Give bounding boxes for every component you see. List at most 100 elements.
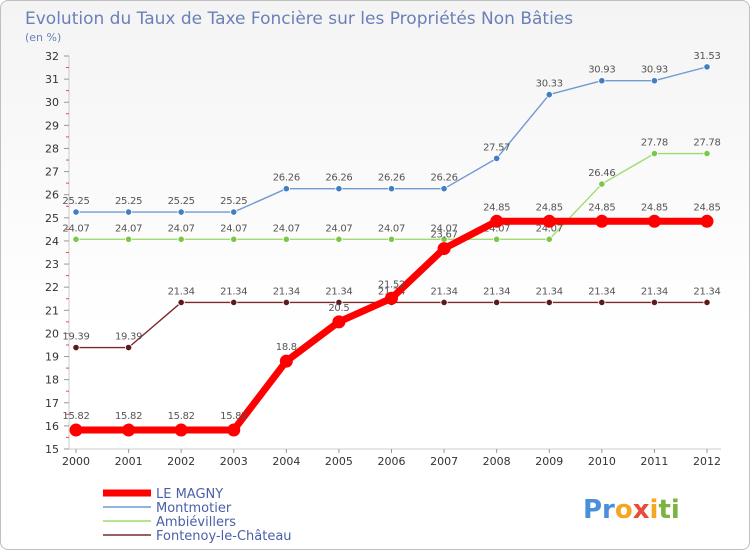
data-label: 21.52: [378, 279, 405, 290]
data-point: [647, 214, 661, 228]
data-label: 25.25: [220, 196, 247, 207]
x-tick-label: 2012: [693, 455, 721, 468]
proxiti-logo: Proxiti: [583, 495, 680, 525]
x-tick-label: 2009: [535, 455, 563, 468]
data-label: 18.8: [276, 342, 297, 353]
data-label: 24.07: [378, 223, 405, 234]
series-layer: 25.25 25.25 25.25 25.25 26.26 26.26 26.26 26.26…: [62, 51, 721, 437]
data-label: 24.07: [273, 223, 300, 234]
data-point: [69, 423, 83, 437]
data-point: [545, 298, 553, 307]
legend-label: Montmotier: [156, 501, 232, 516]
data-point: [440, 298, 448, 307]
data-point: [700, 214, 714, 228]
x-tick-label: 2008: [483, 455, 511, 468]
y-tick-label: 16: [45, 420, 59, 433]
data-point: [598, 298, 606, 307]
data-label: 21.34: [431, 286, 458, 297]
data-point: [335, 235, 343, 243]
data-label: 15.82: [115, 411, 142, 422]
data-label: 24.07: [431, 223, 458, 234]
data-point: [703, 298, 711, 307]
y-tick-label: 20: [45, 327, 59, 340]
data-label: 25.25: [115, 196, 142, 207]
y-tick-label: 25: [45, 212, 59, 225]
y-tick-label: 29: [45, 119, 59, 132]
data-label: 25.25: [62, 196, 89, 207]
y-tick-label: 18: [45, 374, 59, 387]
data-label: 20.5: [328, 303, 349, 314]
y-tick-label: 15: [45, 443, 59, 456]
y-tick-label: 23: [45, 258, 59, 271]
axes: [68, 56, 721, 450]
data-label: 24.07: [536, 223, 563, 234]
data-label: 24.85: [693, 202, 720, 213]
data-point: [490, 214, 504, 228]
y-tick-label: 19: [45, 351, 59, 364]
x-tick-label: 2000: [62, 455, 90, 468]
data-label: 24.85: [641, 202, 668, 213]
data-point: [493, 235, 501, 243]
x-tick-label: 2011: [640, 455, 668, 468]
data-point: [650, 298, 659, 307]
logo-part: o: [615, 495, 633, 525]
data-point: [437, 242, 451, 256]
data-label: 31.53: [693, 51, 720, 62]
data-point: [72, 208, 80, 216]
data-point: [545, 91, 553, 99]
data-label: 15.82: [220, 411, 247, 422]
legend-label: Ambiévillers: [156, 515, 236, 530]
data-label: 30.33: [536, 79, 563, 90]
data-point: [177, 298, 185, 307]
y-tick-label: 21: [45, 304, 59, 317]
data-point: [174, 423, 188, 437]
x-ticks: 2000 2001 2002 2003 2004 2005 2006 2007 2008 2009…: [62, 449, 721, 468]
data-point: [282, 235, 290, 243]
data-label: 21.34: [220, 286, 247, 297]
data-label: 27.78: [693, 138, 720, 149]
data-point: [335, 298, 343, 307]
data-label: 15.82: [168, 411, 195, 422]
data-point: [598, 180, 606, 188]
data-label: 25.25: [168, 196, 195, 207]
data-label: 24.07: [115, 223, 142, 234]
y-tick-label: 32: [45, 50, 59, 63]
data-point: [335, 185, 343, 193]
data-point: [124, 208, 133, 216]
data-point: [72, 235, 80, 243]
data-point: [282, 185, 290, 193]
data-point: [124, 343, 133, 352]
data-label: 26.26: [431, 173, 458, 184]
logo-text: Proxiti: [583, 495, 680, 525]
data-point: [595, 214, 609, 228]
x-tick-label: 2007: [430, 455, 458, 468]
data-label: 26.26: [378, 173, 405, 184]
data-label: 24.07: [483, 223, 510, 234]
data-point: [703, 149, 711, 158]
data-point: [440, 185, 448, 193]
data-label: 27.57: [483, 142, 510, 153]
y-tick-label: 31: [45, 73, 59, 86]
series-line-fontenoy-le-ch-teau: [75, 301, 708, 349]
data-point: [230, 235, 238, 243]
data-label: 24.85: [483, 202, 510, 213]
x-tick-label: 2001: [115, 455, 143, 468]
logo-part: x: [633, 495, 650, 525]
data-label: 19.39: [62, 332, 89, 343]
data-point: [282, 298, 290, 307]
data-point: [598, 77, 606, 85]
data-label: 26.46: [588, 168, 615, 179]
x-tick-label: 2002: [167, 455, 195, 468]
data-label: 15.82: [62, 411, 89, 422]
data-point: [230, 298, 238, 307]
y-tick-label: 17: [45, 397, 59, 410]
logo-part: i: [650, 495, 659, 525]
legend: LE MAGNYMontmotierAmbiévillersFontenoy-l…: [103, 487, 292, 544]
data-label: 24.85: [536, 202, 563, 213]
data-label: 24.07: [220, 223, 247, 234]
data-label: 30.93: [641, 65, 668, 76]
y-tick-label: 26: [45, 189, 59, 202]
data-point: [177, 208, 185, 216]
